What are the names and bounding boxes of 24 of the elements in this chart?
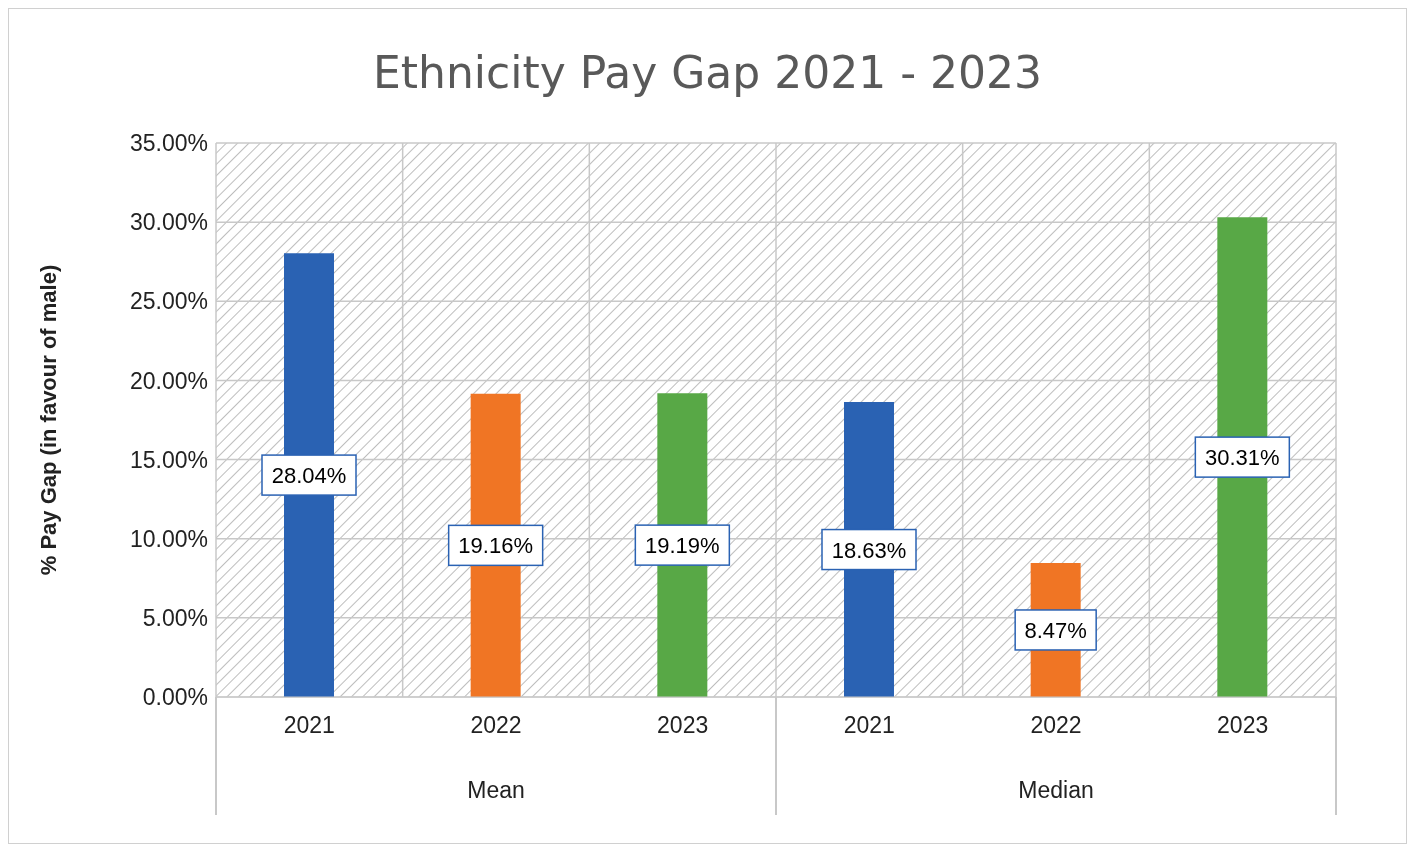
y-tick-label: 5.00% xyxy=(142,605,208,632)
x-tick-label: 2022 xyxy=(1030,712,1082,739)
data-label: 8.47% xyxy=(1024,617,1087,643)
data-label: 30.31% xyxy=(1205,445,1280,471)
x-tick-label: 2021 xyxy=(843,712,895,739)
x-tick-label: 2021 xyxy=(283,712,335,739)
data-label: 19.16% xyxy=(458,533,533,559)
x-tick-label: 2023 xyxy=(1217,712,1269,739)
y-tick-label: 30.00% xyxy=(129,209,208,236)
x-tick-label: 2022 xyxy=(470,712,522,739)
y-tick-label: 10.00% xyxy=(129,525,208,552)
text: Median xyxy=(1017,777,1095,804)
y-tick-label: 15.00% xyxy=(129,446,208,473)
data-label: 18.63% xyxy=(831,537,907,563)
text: Mean xyxy=(466,777,526,804)
y-tick-label: 0.00% xyxy=(142,684,208,711)
chart-title: Ethnicity Pay Gap 2021 - 2023 xyxy=(371,47,1044,98)
y-tick-label: 20.00% xyxy=(129,367,208,394)
data-label: 28.04% xyxy=(271,463,347,489)
x-tick-label: 2023 xyxy=(657,712,709,739)
y-axis-title: % Pay Gap (in favour of male) xyxy=(35,264,61,576)
y-tick-label: 35.00% xyxy=(129,130,208,157)
y-tick-label: 25.00% xyxy=(129,288,208,315)
data-label: 19.19% xyxy=(645,533,720,559)
